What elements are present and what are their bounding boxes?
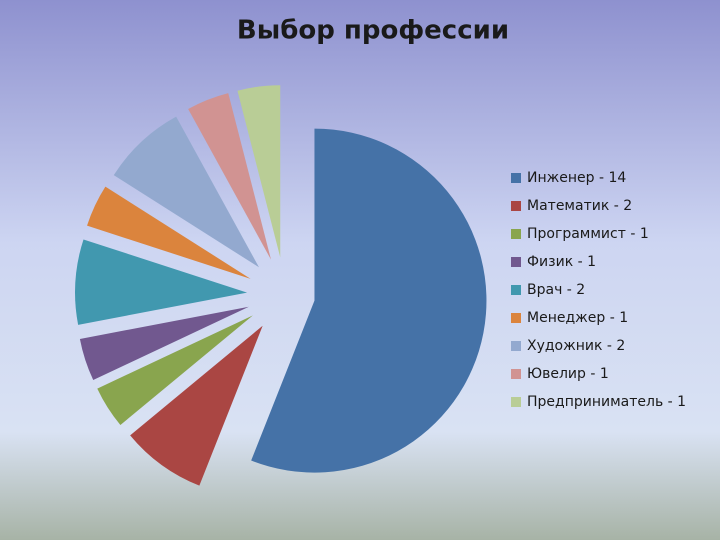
legend-label: Физик - 1 xyxy=(527,254,596,270)
legend-label: Инженер - 14 xyxy=(527,170,626,186)
legend-swatch xyxy=(511,369,521,379)
legend-label: Врач - 2 xyxy=(527,282,585,298)
pie-slice xyxy=(130,325,263,486)
pie-slice xyxy=(188,93,272,260)
chart-title: Выбор профессии xyxy=(237,16,509,46)
legend-swatch xyxy=(511,257,521,267)
pie-slice xyxy=(87,186,251,279)
pie-slice xyxy=(251,128,487,473)
legend-swatch xyxy=(511,229,521,239)
legend-swatch xyxy=(511,341,521,351)
legend-swatch xyxy=(511,285,521,295)
pie-slice xyxy=(97,315,253,425)
legend-swatch xyxy=(511,201,521,211)
legend-label: Предприниматель - 1 xyxy=(527,394,686,410)
legend-label: Ювелир - 1 xyxy=(527,366,609,382)
pie-slice xyxy=(79,306,249,380)
legend-swatch xyxy=(511,397,521,407)
pie-slice xyxy=(75,239,248,325)
pie-slice xyxy=(113,116,259,268)
legend-label: Менеджер - 1 xyxy=(527,310,628,326)
pie-slice xyxy=(237,85,281,258)
legend-swatch xyxy=(511,313,521,323)
legend-swatch xyxy=(511,173,521,183)
legend-label: Математик - 2 xyxy=(527,198,632,214)
legend-label: Программист - 1 xyxy=(527,226,649,242)
legend-label: Художник - 2 xyxy=(527,338,625,354)
